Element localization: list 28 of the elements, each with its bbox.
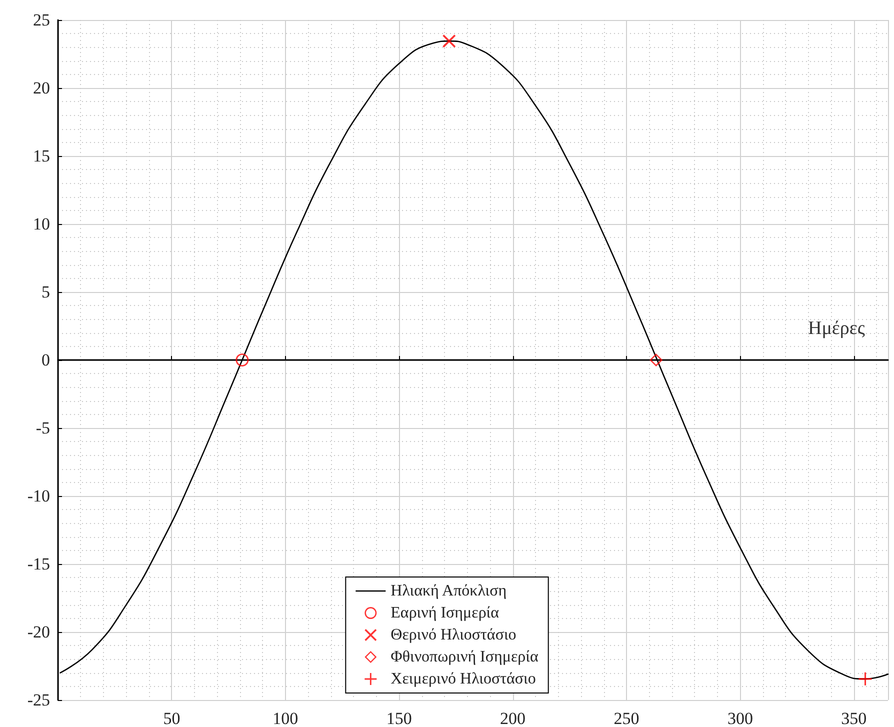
y-tick-label: 15 [33, 146, 50, 166]
legend-label: Ηλιακή Απόκλιση [390, 582, 507, 600]
point [236, 354, 249, 366]
legend-label: Θερινό Ηλιοστάσιο [390, 626, 516, 644]
x-tick-label: 50 [163, 709, 180, 727]
x-tick-label: 100 [272, 709, 298, 727]
x-tick-label: 150 [386, 709, 412, 727]
point [650, 354, 663, 366]
y-tick-label: -25 [27, 690, 50, 710]
legend-label: Εαρινή Ισημερία [390, 604, 500, 622]
y-tick-label: -20 [27, 622, 50, 642]
x-tick-label: 250 [614, 709, 640, 727]
y-tick-label: 10 [33, 214, 50, 234]
legend-label: Φθινοπωρινή Ισημερία [390, 648, 539, 666]
y-tick-label: 20 [33, 78, 50, 98]
y-tick-label: -10 [27, 486, 50, 506]
y-tick-label: -15 [27, 554, 50, 574]
point [442, 34, 456, 48]
legend-label: Χειμερινό Ηλιοστάσιο [390, 670, 536, 688]
x-tick-label: 200 [500, 709, 526, 727]
x-tick-label: 300 [727, 709, 753, 727]
y-tick-label: 5 [42, 282, 50, 302]
x-tick-label: 350 [841, 709, 867, 727]
y-tick-label: 0 [42, 350, 50, 370]
y-tick-label: -5 [36, 418, 50, 438]
point [858, 672, 872, 686]
y-tick-label: 25 [33, 10, 50, 30]
x-axis-title: Ημέρες [808, 318, 866, 339]
